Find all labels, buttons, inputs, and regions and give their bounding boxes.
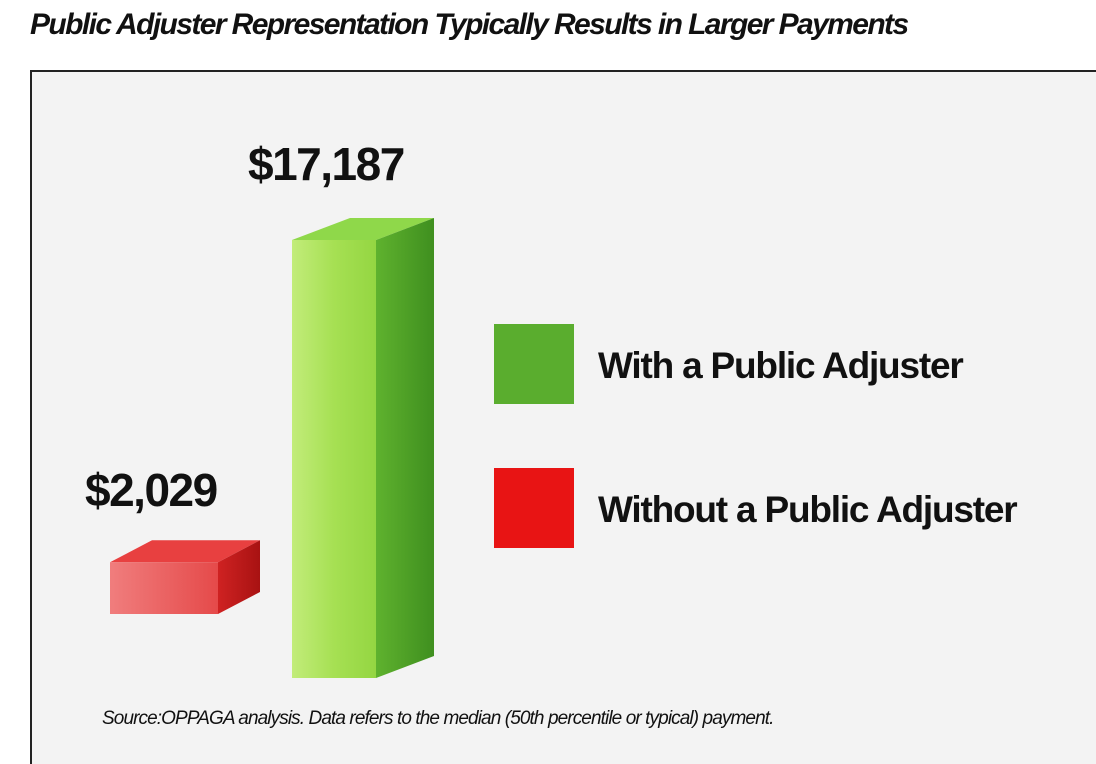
legend-swatch-with (494, 324, 574, 404)
legend-label-without: Without a Public Adjuster (598, 489, 1017, 530)
bar-with-front-face (292, 240, 376, 678)
bar-without-side-face (218, 540, 260, 614)
data-label-with: $17,187 (248, 138, 404, 190)
legend: With a Public Adjuster Without a Public … (494, 324, 1018, 548)
data-label-without: $2,029 (85, 464, 217, 516)
bar-without-front-face (110, 562, 218, 614)
chart-frame (30, 70, 1096, 764)
bar-without-public-adjuster (110, 540, 260, 614)
legend-swatch-without (494, 468, 574, 548)
source-note: Source:OPPAGA analysis. Data refers to t… (102, 708, 774, 729)
bar-with-side-face (376, 218, 434, 678)
bar-with-top-face (292, 218, 434, 240)
bar-with-public-adjuster (292, 218, 434, 678)
chart-title: Public Adjuster Representation Typically… (30, 8, 909, 41)
bar-without-top-face (110, 540, 260, 563)
legend-label-with: With a Public Adjuster (598, 345, 963, 386)
